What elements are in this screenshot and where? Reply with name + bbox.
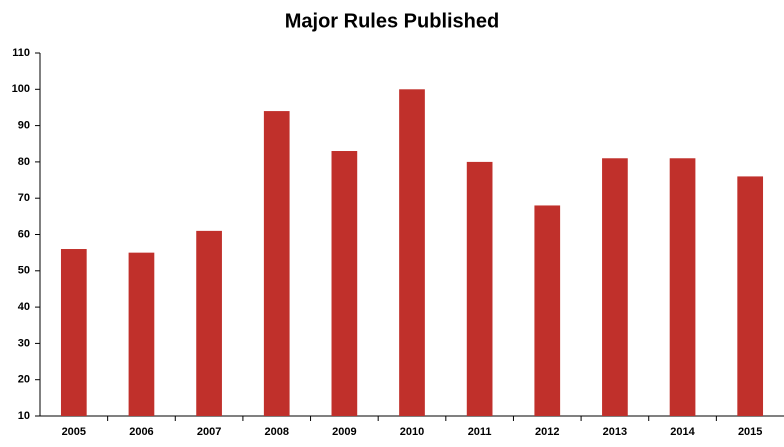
y-tick-label: 10 bbox=[18, 410, 30, 422]
y-tick-label: 30 bbox=[18, 337, 30, 349]
x-tick-label: 2012 bbox=[535, 426, 559, 438]
x-tick-label: 2014 bbox=[670, 426, 695, 438]
x-tick-label: 2008 bbox=[264, 426, 288, 438]
bar bbox=[128, 252, 155, 416]
y-tick-label: 60 bbox=[18, 228, 30, 240]
bar bbox=[399, 89, 425, 417]
y-tick-label: 20 bbox=[18, 374, 30, 386]
x-tick-label: 2005 bbox=[62, 426, 86, 438]
bar bbox=[60, 249, 87, 416]
bar bbox=[263, 111, 290, 416]
x-tick-label: 2006 bbox=[129, 426, 153, 438]
y-tick-label: 70 bbox=[18, 192, 30, 204]
y-tick-label: 40 bbox=[18, 301, 30, 313]
x-tick-label: 2011 bbox=[468, 426, 492, 438]
y-tick-label: 90 bbox=[18, 120, 30, 132]
x-tick-label: 2007 bbox=[197, 426, 221, 438]
chart-title: Major Rules Published bbox=[285, 10, 499, 32]
bar bbox=[669, 158, 696, 416]
x-tick-label: 2010 bbox=[400, 426, 424, 438]
bar bbox=[534, 205, 561, 416]
bar bbox=[331, 151, 358, 416]
x-tick-label: 2013 bbox=[603, 426, 627, 438]
bar bbox=[602, 158, 628, 416]
y-tick-label: 110 bbox=[12, 47, 30, 59]
y-tick-label: 100 bbox=[12, 83, 30, 95]
y-tick-label: 50 bbox=[18, 265, 30, 277]
y-tick-label: 80 bbox=[18, 156, 30, 168]
x-tick-label: 2015 bbox=[738, 426, 762, 438]
bar bbox=[196, 230, 222, 416]
x-tick-label: 2009 bbox=[332, 426, 356, 438]
bar bbox=[737, 176, 764, 416]
bar bbox=[466, 161, 493, 416]
